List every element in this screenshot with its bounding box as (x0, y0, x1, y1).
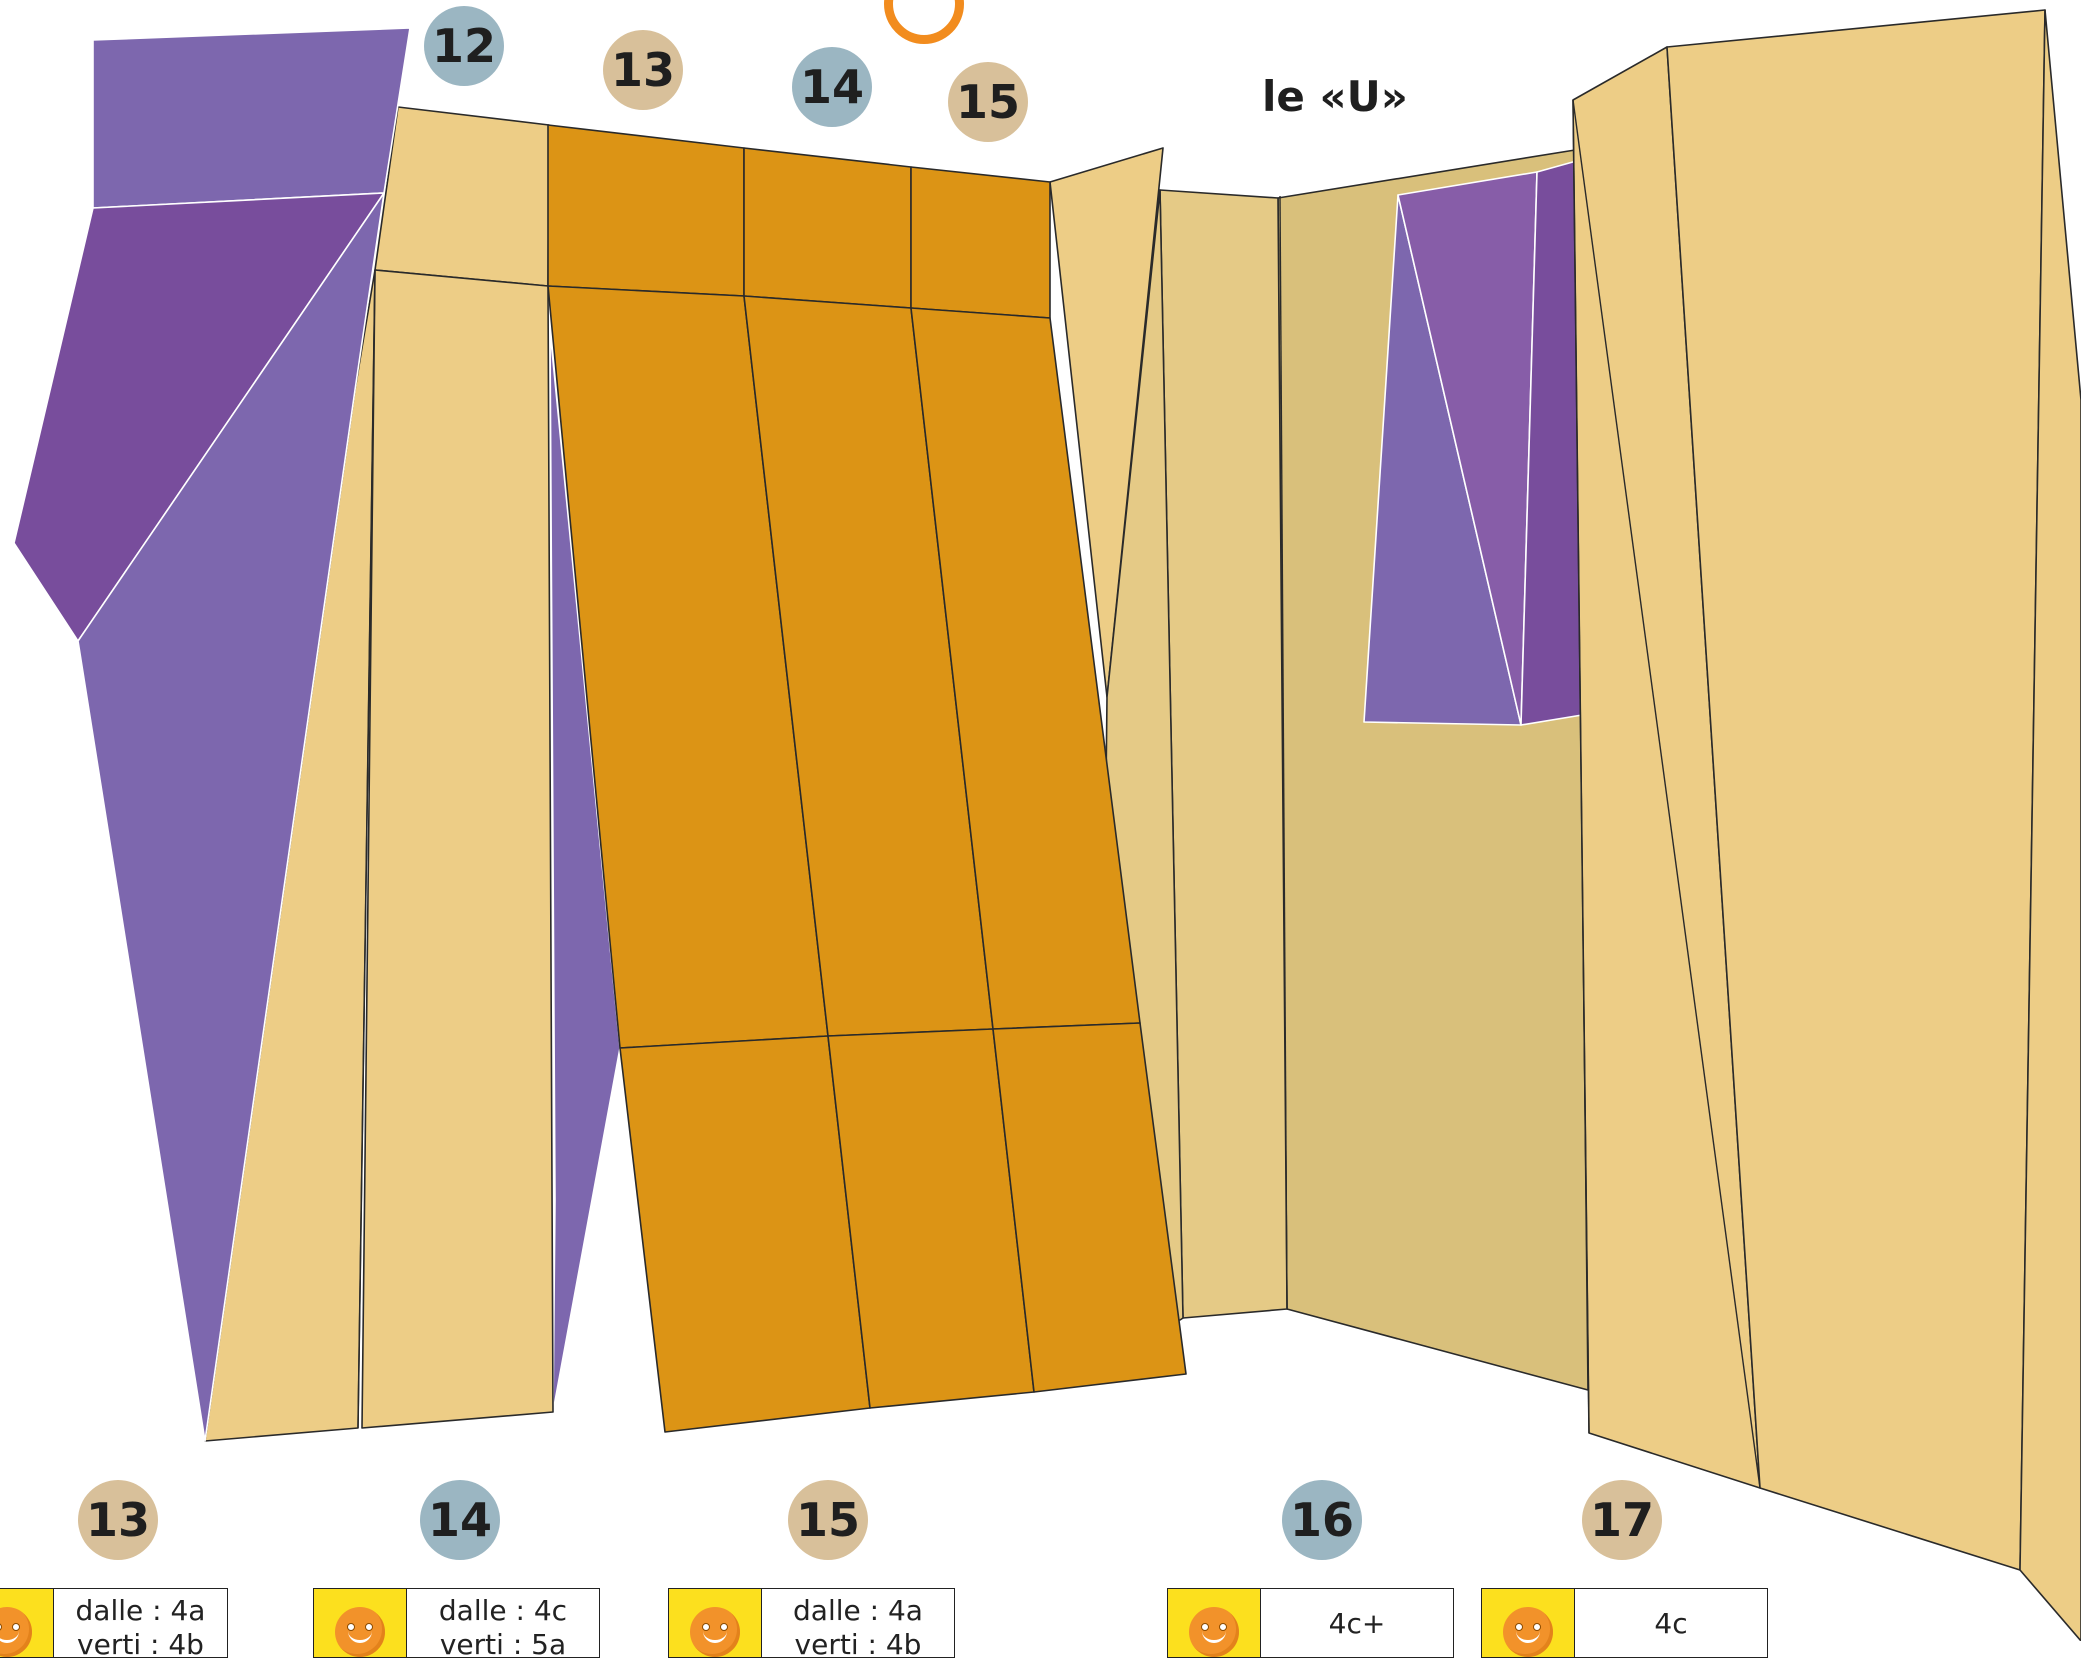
smiley-cell (1168, 1589, 1261, 1657)
route-badge-12: 12 (424, 6, 504, 86)
legend-badge-14: 14 (420, 1480, 500, 1560)
orange-panel-top-1 (547, 124, 745, 297)
wall-panel-pillar (361, 269, 554, 1429)
smiley-cell (669, 1589, 762, 1657)
grade-line-2: verti : 4b (77, 1628, 204, 1658)
smiley-icon (0, 1607, 32, 1657)
smiley-icon (1503, 1607, 1553, 1657)
orange-panel-bottom-3 (992, 1022, 1187, 1393)
grade-line-2: verti : 5a (439, 1628, 567, 1658)
wall-seam (1279, 195, 1288, 1310)
grade-text: dalle : 4a verti : 4b (762, 1589, 954, 1657)
smiley-cell (0, 1589, 54, 1657)
grade-card-17: 4c (1481, 1588, 1768, 1658)
grade-card-13: dalle : 4a verti : 4b (0, 1588, 228, 1658)
smiley-cell (314, 1589, 407, 1657)
wall-seam (1572, 99, 1590, 1434)
grade-card-14: dalle : 4c verti : 5a (313, 1588, 600, 1658)
grade-text: 4c (1575, 1589, 1767, 1657)
orange-panel-top-3 (910, 166, 1051, 319)
orange-panel-top-2 (743, 147, 912, 309)
wall-seam (357, 269, 376, 1429)
route-badge-14: 14 (792, 47, 872, 127)
legend-badge-17: 17 (1582, 1480, 1662, 1560)
grade-card-15: dalle : 4a verti : 4b (668, 1588, 955, 1658)
smiley-icon (335, 1607, 385, 1657)
wall-panel-pillar-top (374, 106, 550, 287)
grade-text: dalle : 4c verti : 5a (407, 1589, 599, 1657)
grade-line-1: 4c+ (1328, 1607, 1386, 1640)
legend-badge-16: 16 (1282, 1480, 1362, 1560)
grade-line-1: dalle : 4c (438, 1594, 568, 1627)
sector-title: le «U» (1262, 72, 1408, 121)
route-badge-13: 13 (603, 30, 683, 110)
smiley-icon (690, 1607, 740, 1657)
grade-line-1: 4c (1654, 1607, 1688, 1640)
wall-seam (1572, 99, 1761, 1489)
grade-card-16: 4c+ (1167, 1588, 1454, 1658)
smiley-icon (1189, 1607, 1239, 1657)
grade-text: 4c+ (1261, 1589, 1453, 1657)
volume-purple-lower (77, 192, 385, 1442)
route-badge-15: 15 (948, 62, 1028, 142)
grade-text: dalle : 4a verti : 4b (54, 1589, 227, 1657)
smiley-cell (1482, 1589, 1575, 1657)
grade-line-2: verti : 4b (794, 1628, 922, 1658)
orange-panel-bottom-1 (619, 1035, 871, 1433)
legend-badge-15: 15 (788, 1480, 868, 1560)
wall-panel-right-edge (2019, 9, 2081, 1641)
volume-purple-top (92, 27, 411, 209)
grade-line-1: dalle : 4a (75, 1594, 206, 1627)
grade-line-1: dalle : 4a (793, 1594, 923, 1627)
legend-badge-13: 13 (78, 1480, 158, 1560)
